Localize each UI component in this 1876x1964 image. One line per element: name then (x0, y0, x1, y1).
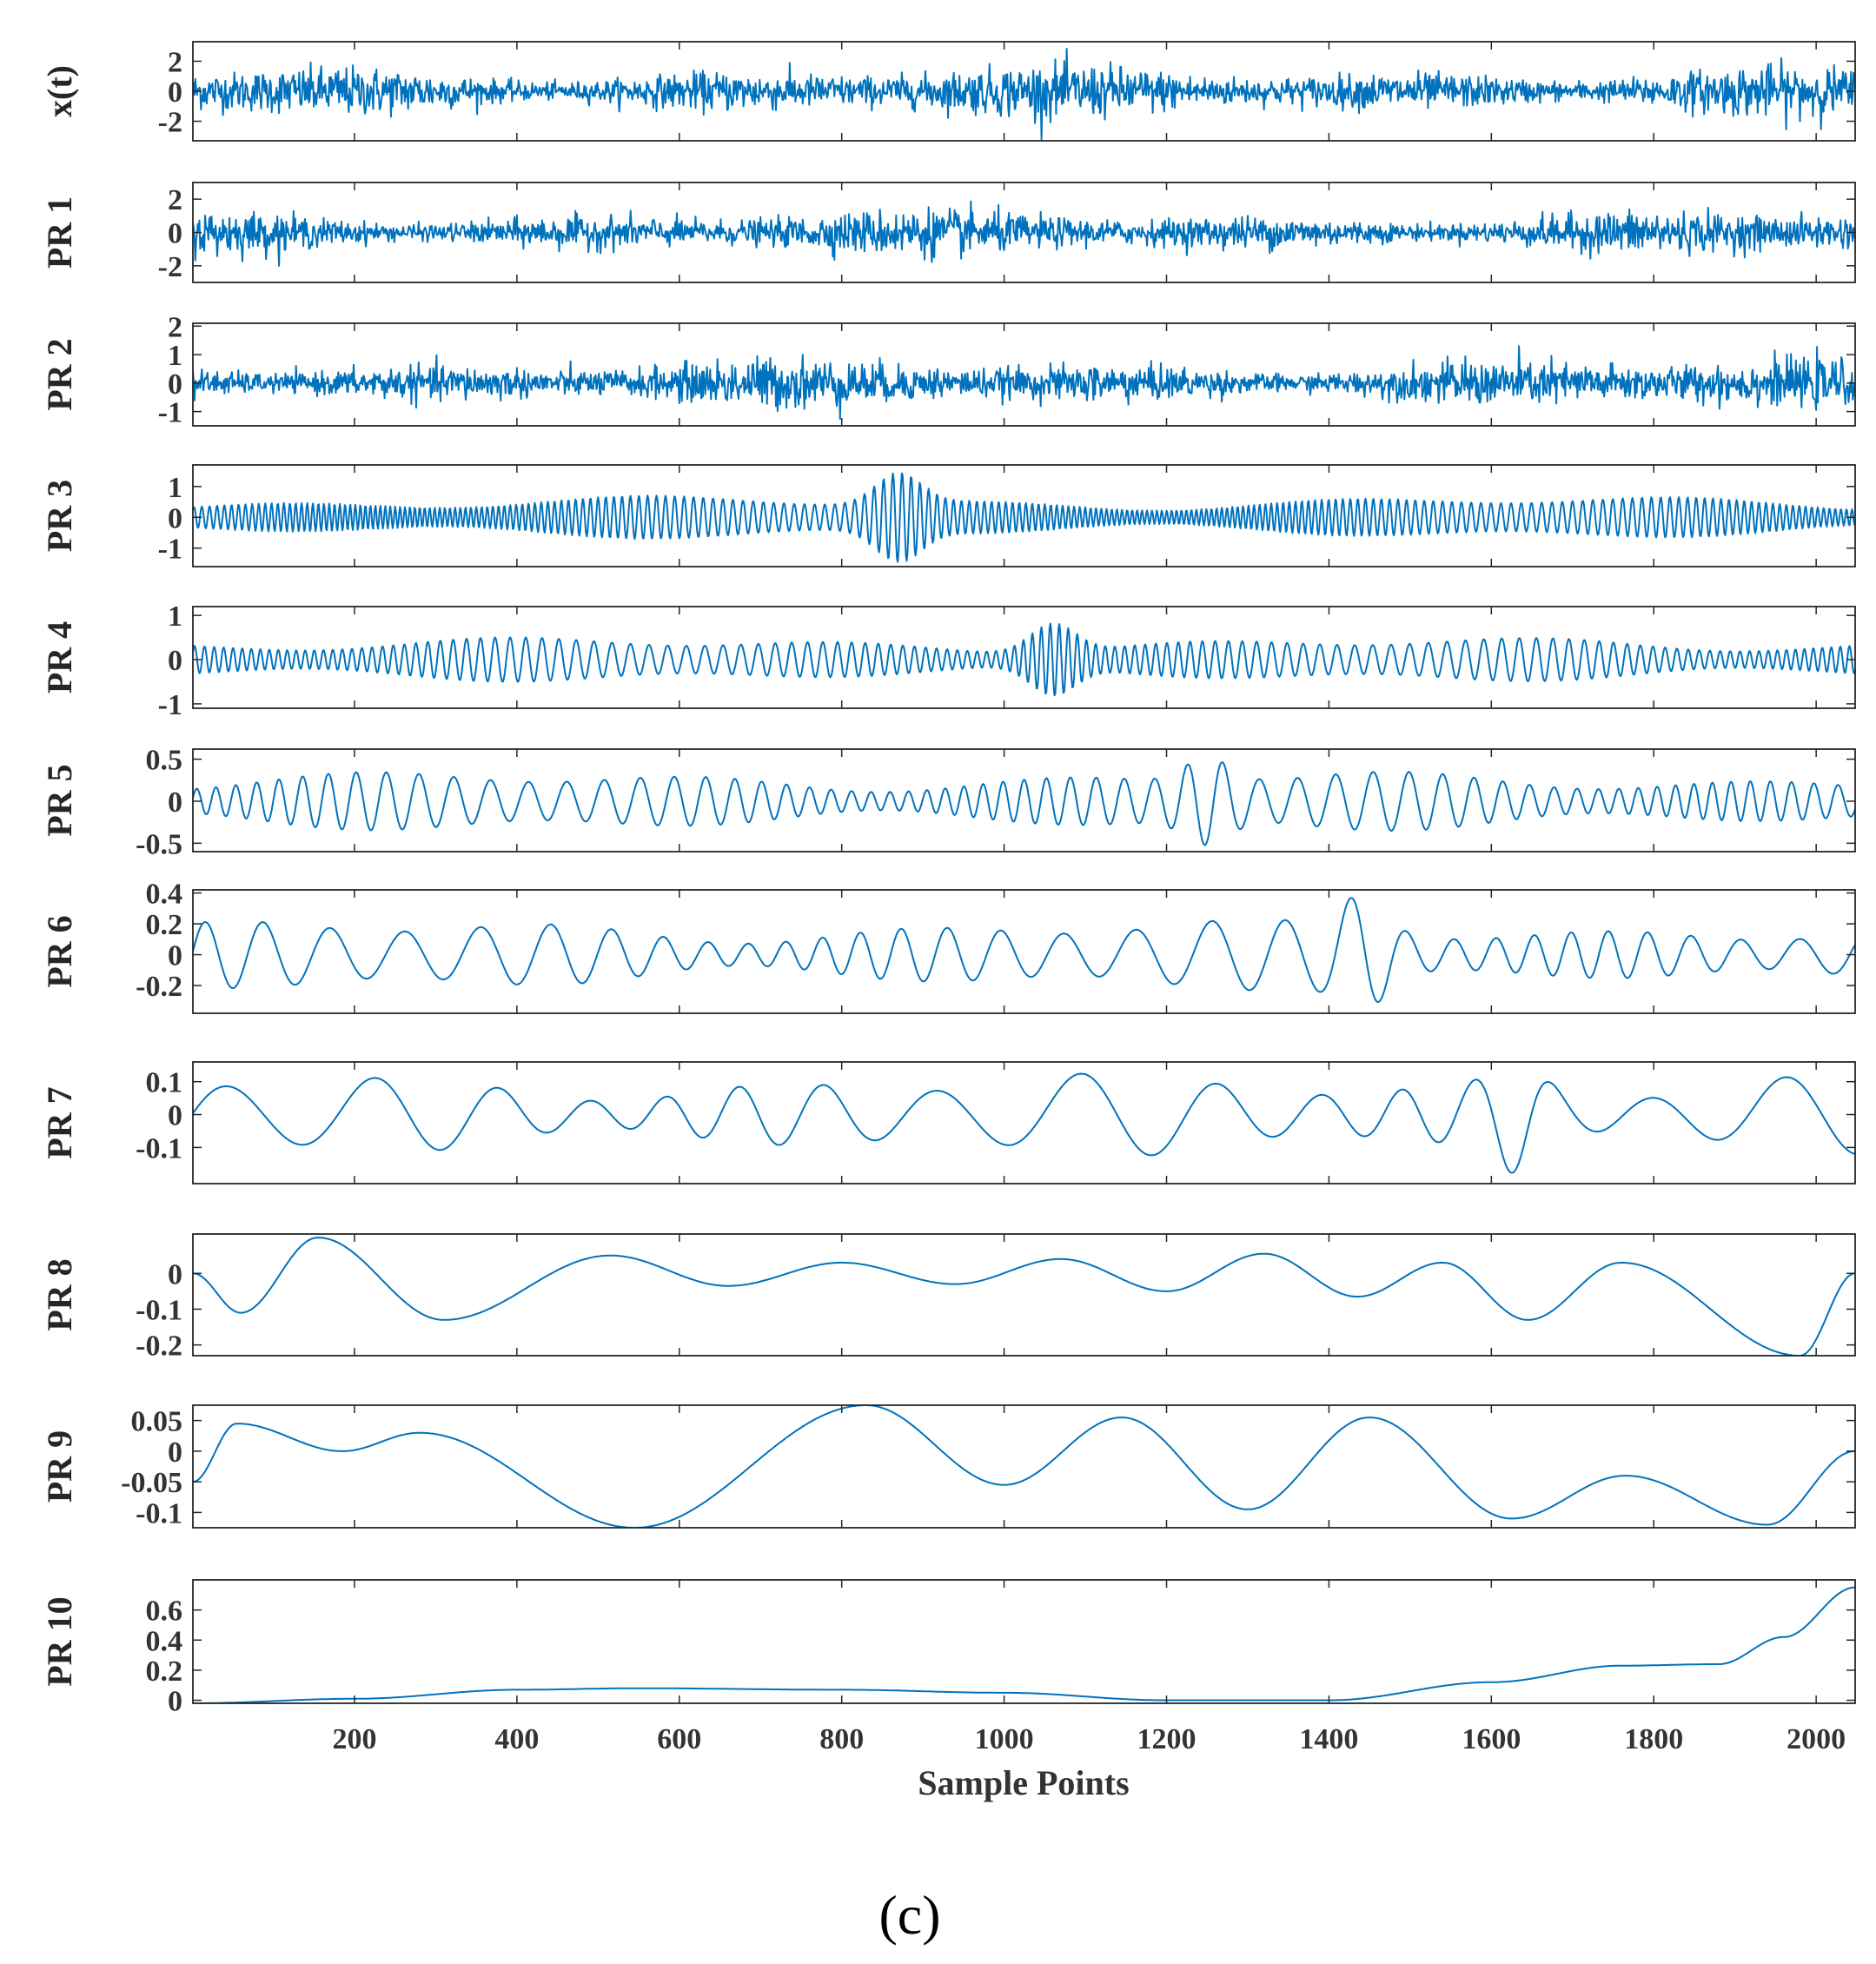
panel-label: PR 4 (40, 621, 79, 693)
y-tick-label: 0 (168, 368, 182, 401)
y-tick-label: -1 (158, 397, 182, 429)
panel-label: PR 1 (40, 196, 79, 269)
y-tick-label: 1 (168, 600, 182, 633)
series-line-1 (193, 48, 1855, 141)
y-tick-label: 0 (168, 76, 182, 109)
x-tick-label: 1800 (1624, 1723, 1683, 1755)
x-tick-label: 200 (332, 1723, 376, 1755)
y-tick-label: 0.2 (146, 1655, 183, 1688)
series-line-3 (193, 345, 1855, 420)
axes-frame (192, 748, 1856, 853)
figure-caption: (c) (878, 1884, 940, 1946)
y-tick-label: -0.05 (121, 1467, 182, 1499)
x-tick-label: 800 (819, 1723, 864, 1755)
y-tick-label: -2 (158, 107, 182, 139)
panel-label: PR 9 (40, 1430, 79, 1503)
series-line-9 (193, 1237, 1855, 1356)
axes-frame (192, 322, 1856, 427)
y-tick-label: 0 (168, 645, 182, 677)
panel-1: 20-2 x(t) (40, 41, 1856, 142)
series-line-10 (193, 1405, 1855, 1528)
panel-label: PR 7 (40, 1086, 79, 1158)
panel-7: 0.40.20-0.2 PR 6 (40, 879, 1856, 1014)
panel-2: 20-2 PR 1 (40, 182, 1856, 283)
y-tick-label: 0.1 (146, 1067, 183, 1099)
y-tick-label: 0 (168, 1686, 182, 1718)
x-tick-label: 1200 (1137, 1723, 1197, 1755)
x-axis: 200 400 600 800 1000 1200 1400 1600 1800 2000 (332, 1723, 1846, 1755)
y-tick-label: -0.1 (136, 1132, 182, 1164)
y-tick-label: -1 (158, 534, 182, 566)
x-axis-label: Sample Points (918, 1763, 1129, 1802)
axes-frame (192, 1233, 1856, 1357)
y-tick-label: 0 (168, 1258, 182, 1291)
y-tick-label: -0.2 (136, 1330, 182, 1363)
axes-frame (192, 464, 1856, 567)
axes-frame (192, 1404, 1856, 1529)
x-tick-label: 1600 (1462, 1723, 1521, 1755)
panel-6: 0.5 0 -0.5 PR 5 (40, 745, 1856, 860)
y-tick-label: 0.4 (146, 879, 183, 911)
panel-label: PR 6 (40, 915, 79, 987)
axes-frame (192, 606, 1856, 709)
axes-frame (192, 1579, 1856, 1704)
panel-label: PR 10 (40, 1596, 79, 1686)
y-tick-label: 2 (168, 46, 182, 78)
series-line-4 (193, 472, 1855, 563)
panel-label: PR 3 (40, 480, 79, 552)
panel-label: PR 5 (40, 764, 79, 836)
y-tick-label: 0 (168, 786, 182, 819)
y-tick-label: -0.5 (136, 828, 182, 860)
y-tick-label: -2 (158, 251, 182, 283)
y-tick-label: 2 (168, 311, 182, 343)
y-tick-label: 0.05 (131, 1406, 183, 1438)
y-tick-label: -0.1 (136, 1497, 182, 1529)
panel-5: 1 0 -1 PR 4 (40, 600, 1856, 721)
x-tick-label: 600 (657, 1723, 701, 1755)
x-tick-label: 2000 (1787, 1723, 1846, 1755)
y-tick-label: 0.5 (146, 745, 183, 777)
panel-10: 0.050-0.05-0.1 PR 9 (40, 1404, 1856, 1529)
series-line-8 (193, 1072, 1855, 1174)
panel-9: 0-0.1 -0.2 PR 8 (40, 1233, 1856, 1363)
y-tick-label: 0 (168, 1437, 182, 1469)
y-tick-label: 1 (168, 472, 182, 504)
y-tick-label: 1 (168, 340, 182, 372)
y-tick-label: 0 (168, 502, 182, 534)
x-tick-label: 400 (494, 1723, 539, 1755)
panel-11: 0.60.40.20 PR 10 (40, 1579, 1856, 1718)
x-tick-label: 1400 (1299, 1723, 1358, 1755)
y-tick-label: 2 (168, 184, 182, 216)
y-tick-label: -0.1 (136, 1294, 182, 1326)
panel-8: 0.10-0.1 PR 7 (40, 1061, 1856, 1184)
series-line-7 (193, 897, 1855, 1003)
panel-label: x(t) (40, 65, 79, 117)
y-tick-label: 0 (168, 1100, 182, 1132)
panel-3: 210-1 PR 2 (40, 311, 1856, 429)
axes-frame (192, 1061, 1856, 1184)
y-tick-label: 0 (168, 218, 182, 250)
panel-4: 10-1 PR 3 (40, 464, 1856, 567)
panel-label: PR 8 (40, 1258, 79, 1330)
y-tick-label: -0.2 (136, 971, 182, 1003)
y-tick-label: 0.6 (146, 1596, 183, 1628)
series-line-2 (193, 200, 1855, 267)
series-line-5 (193, 622, 1855, 697)
y-tick-label: 0.4 (146, 1625, 183, 1657)
series-line-6 (193, 761, 1855, 846)
y-tick-label: 0 (168, 940, 182, 972)
y-tick-label: 0.2 (146, 909, 183, 941)
x-tick-label: 1000 (975, 1723, 1034, 1755)
y-tick-label: -1 (158, 689, 182, 721)
series-line-11 (193, 1586, 1855, 1703)
axes-frame (192, 889, 1856, 1014)
panel-label: PR 2 (40, 338, 79, 410)
